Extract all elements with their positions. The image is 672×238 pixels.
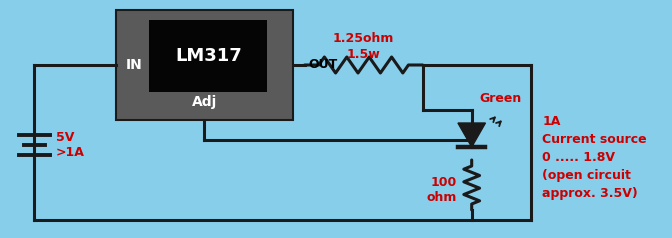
Text: OUT: OUT [308,59,338,71]
Text: 100
ohm: 100 ohm [427,176,457,204]
Text: 5V
>1A: 5V >1A [56,131,85,159]
Polygon shape [458,123,485,147]
Text: LM317: LM317 [175,47,242,65]
Text: Adj: Adj [192,95,217,109]
Text: IN: IN [125,58,142,72]
Bar [149,20,267,92]
Text: Green: Green [480,92,522,105]
Text: 1.25ohm
1.5w: 1.25ohm 1.5w [333,33,394,61]
Bar [116,10,293,120]
Text: 1A
Current source
0 ..... 1.8V
(open circuit
approx. 3.5V): 1A Current source 0 ..... 1.8V (open cir… [542,115,647,200]
